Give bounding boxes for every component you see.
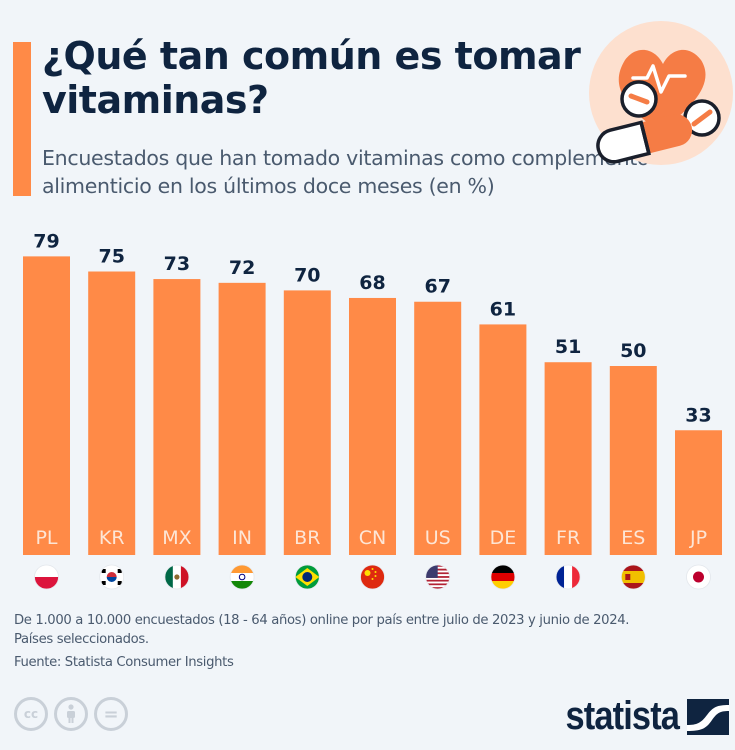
bar [675, 430, 722, 555]
bar [609, 366, 657, 555]
value-label: 33 [685, 404, 711, 426]
value-label: 75 [98, 246, 124, 268]
bar-group: 61 DE [479, 298, 527, 590]
category-label: BR [294, 527, 320, 549]
bar [283, 290, 331, 555]
south-korea-flag-icon [99, 564, 125, 590]
bar-group: 73 MX [153, 253, 201, 590]
brazil-flag-icon [294, 564, 320, 590]
value-label: 79 [33, 230, 59, 252]
bar-group: 72 IN [218, 257, 266, 590]
category-label: DE [490, 527, 517, 549]
bar-chart: 79 PL 75 KR 73 MX 72 IN 70 BR 68 CN 67 US 61 DE 51 FR 50 ES… [23, 230, 722, 590]
usa-flag-icon [425, 564, 451, 590]
value-label: 68 [359, 272, 385, 294]
value-label: 67 [424, 276, 450, 298]
spain-flag-icon [620, 564, 646, 590]
bar [544, 362, 592, 555]
attribution-icon[interactable] [54, 697, 88, 731]
survey-note-line2: Países seleccionados. [14, 632, 149, 647]
bar-group: 79 PL [23, 230, 70, 590]
bar-group: 50 ES [609, 340, 657, 590]
survey-note-line1: De 1.000 a 10.000 encuestados (18 - 64 a… [14, 613, 630, 628]
statista-logo-text: statista [565, 694, 679, 738]
no-derivatives-icon[interactable]: = [94, 697, 128, 731]
value-label: 72 [229, 257, 255, 279]
india-flag-icon [229, 564, 255, 590]
value-label: 70 [294, 264, 320, 286]
bar-group: 70 BR [283, 264, 331, 590]
bar [349, 297, 396, 555]
survey-note: De 1.000 a 10.000 encuestados (18 - 64 a… [14, 611, 729, 649]
france-flag-icon [555, 564, 581, 590]
value-label: 73 [164, 253, 190, 275]
category-label: ES [621, 527, 645, 549]
statista-logo[interactable]: statista [547, 694, 729, 739]
bar [479, 324, 527, 555]
china-flag-icon [360, 564, 385, 590]
bar [23, 256, 70, 555]
bar-group: 51 FR [544, 336, 592, 590]
bar-group: 33 JP [675, 404, 722, 590]
bar-group: 67 US [414, 276, 462, 590]
bar [153, 279, 201, 555]
poland-flag-icon [34, 564, 59, 590]
japan-flag-icon [686, 564, 711, 590]
category-label: KR [99, 527, 125, 549]
license-icons: cc = [14, 697, 128, 731]
bar [218, 282, 266, 555]
value-label: 50 [620, 340, 646, 362]
bar [88, 271, 136, 555]
bar-group: 68 CN [349, 272, 396, 590]
bar-group: 75 KR [88, 246, 136, 590]
statista-logo-mark-icon [687, 698, 729, 735]
category-label: JP [689, 527, 707, 549]
heart-pulse-pills-icon [589, 21, 733, 165]
germany-flag-icon [490, 564, 516, 590]
category-label: US [425, 527, 451, 549]
category-label: IN [232, 527, 252, 549]
page-title: ¿Qué tan común es tomar vitaminas? [42, 34, 581, 122]
cc-icon[interactable]: cc [14, 697, 48, 731]
value-label: 51 [555, 336, 581, 358]
category-label: CN [359, 527, 386, 549]
value-label: 61 [490, 298, 516, 320]
title-accent-bar [13, 42, 31, 196]
source-text: Fuente: Statista Consumer Insights [14, 655, 234, 670]
category-label: MX [162, 527, 191, 549]
category-label: FR [556, 527, 580, 549]
category-label: PL [35, 527, 57, 549]
mexico-flag-icon [164, 564, 190, 590]
bar [414, 301, 462, 555]
page-subtitle: Encuestados que han tomado vitaminas com… [42, 146, 650, 198]
